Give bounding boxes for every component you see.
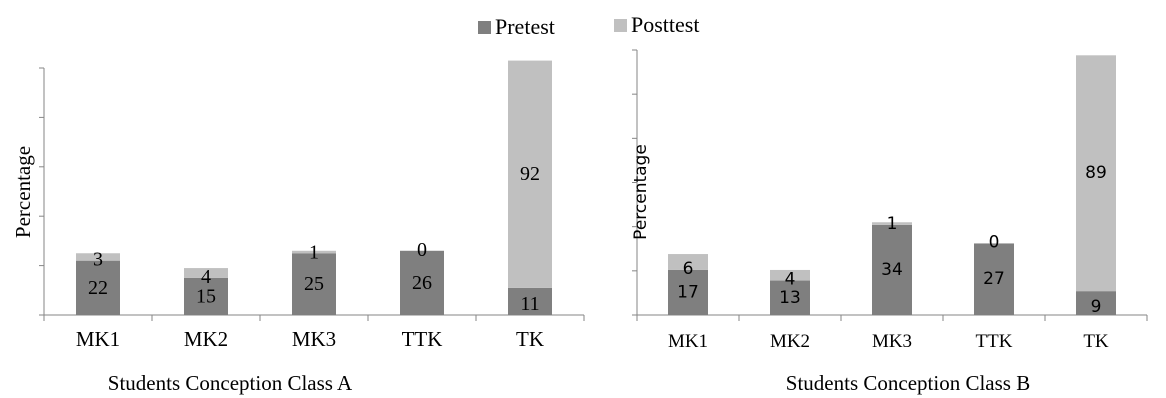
chart1-bar-pretest-ttk	[974, 243, 1014, 315]
chart1-label-posttest-tk: 89	[1085, 163, 1107, 183]
chart1-label-posttest-mk3: 1	[887, 214, 898, 234]
chart0-bar-posttest-mk3	[292, 250, 336, 254]
chart0-label-posttest-mk3: 1	[309, 241, 319, 263]
chart0-bar-pretest-mk3	[292, 253, 336, 315]
chart0-label-pretest-mk2: 15	[196, 285, 216, 307]
chart0-bar-pretest-mk1	[76, 260, 120, 315]
chart1-y-label: Percentage	[631, 144, 651, 240]
chart0-bar-posttest-tk	[508, 60, 552, 288]
chart1-bar-pretest-mk1	[668, 269, 708, 315]
legend-label-posttest: Posttest	[631, 12, 700, 37]
chart0-label-pretest-mk3: 25	[304, 273, 324, 295]
chart1-label-pretest-mk1: 17	[677, 282, 699, 302]
chart1-bar-posttest-mk2	[770, 269, 810, 281]
legend-item-posttest: Posttest	[614, 12, 699, 38]
chart1-label-pretest-mk3: 34	[881, 260, 903, 280]
chart1-x-label: Students Conception Class B	[786, 371, 1030, 395]
chart0-bar-pretest-tk	[508, 287, 552, 315]
chart0-bar-pretest-mk2	[184, 277, 228, 315]
chart1-bar-pretest-mk2	[770, 280, 810, 315]
chart1-bar-pretest-tk	[1076, 291, 1116, 315]
chart1-category-mk1: MK1	[668, 331, 708, 352]
chart1-label-posttest-mk1: 6	[683, 259, 694, 279]
pretest-swatch	[478, 21, 491, 34]
chart1-category-mk3: MK3	[872, 331, 912, 352]
chart0-y-label: Percentage	[11, 146, 35, 238]
chart0-x-label: Students Conception Class A	[108, 371, 353, 395]
chart1-category-mk2: MK2	[770, 331, 810, 352]
chart0-label-pretest-mk1: 22	[88, 277, 108, 299]
legend-label-pretest: Pretest	[495, 14, 555, 39]
chart0-category-mk1: MK1	[76, 327, 120, 351]
chart1-bar-posttest-mk3	[872, 222, 912, 225]
chart0-label-posttest-ttk: 0	[417, 239, 427, 261]
chart0-category-mk3: MK3	[292, 327, 336, 351]
posttest-swatch	[614, 19, 627, 32]
chart0-bar-posttest-mk1	[76, 253, 120, 261]
chart1-label-posttest-mk2: 4	[785, 270, 796, 290]
chart1-category-ttk: TTK	[976, 331, 1013, 352]
chart1-label-pretest-tk: 9	[1091, 297, 1102, 317]
chart1-bar-posttest-tk	[1076, 55, 1116, 292]
chart1-bar-pretest-mk3	[872, 224, 912, 315]
chart1-label-pretest-ttk: 27	[983, 269, 1005, 289]
chart0-category-mk2: MK2	[184, 327, 228, 351]
chart0-category-ttk: TTK	[402, 327, 443, 351]
chart0-label-posttest-tk: 92	[520, 163, 540, 185]
chart1-label-pretest-mk2: 13	[779, 288, 801, 308]
chart0-label-posttest-mk2: 4	[201, 266, 211, 288]
chart0-label-pretest-ttk: 26	[412, 272, 432, 294]
chart1-label-posttest-ttk: 0	[989, 232, 1000, 252]
chart1-bar-posttest-mk1	[668, 254, 708, 270]
chart0-category-tk: TK	[516, 327, 544, 351]
chart0-label-posttest-mk1: 3	[93, 249, 103, 271]
chart0-bar-posttest-mk2	[184, 268, 228, 278]
chart1-category-tk: TK	[1083, 331, 1109, 352]
chart0-label-pretest-tk: 11	[520, 293, 539, 315]
legend-item-pretest: Pretest	[478, 14, 555, 40]
chart0-bar-pretest-ttk	[400, 250, 444, 315]
